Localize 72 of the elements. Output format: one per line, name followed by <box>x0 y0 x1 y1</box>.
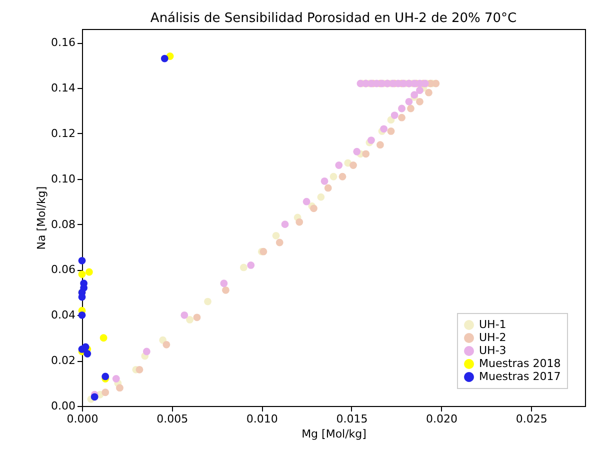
y-tick-label: 0.04 <box>51 308 76 322</box>
point <box>376 141 384 149</box>
point <box>102 388 110 396</box>
point <box>247 261 255 269</box>
y-tick-label: 0.06 <box>51 263 76 276</box>
x-tick-label: 0.010 <box>246 412 278 426</box>
point <box>350 162 357 169</box>
point <box>387 128 395 135</box>
y-tick-label: 0.12 <box>51 126 76 140</box>
point <box>368 136 375 144</box>
y-tick-label: 0.16 <box>51 36 76 50</box>
point <box>302 198 310 206</box>
point <box>204 298 212 306</box>
point <box>320 177 328 185</box>
point <box>222 286 230 294</box>
point <box>398 114 406 122</box>
legend-label: UH-3 <box>479 344 506 357</box>
point <box>380 125 388 133</box>
point <box>317 193 325 201</box>
point <box>405 98 413 106</box>
point <box>240 264 248 272</box>
x-tick-label: 0.020 <box>426 412 458 426</box>
y-tick-label: 0.14 <box>51 82 76 95</box>
point <box>272 232 280 240</box>
point <box>78 270 86 278</box>
x-tick-label: 0.000 <box>66 412 98 426</box>
point <box>425 88 432 96</box>
point <box>112 375 120 382</box>
y-tick-label: 0.02 <box>51 354 76 368</box>
point <box>186 316 194 324</box>
point <box>160 54 168 62</box>
x-tick-label: 0.015 <box>336 412 368 426</box>
point <box>84 350 92 358</box>
x-axis-title: Mg [Mol/kg] <box>302 428 366 440</box>
point <box>276 238 284 246</box>
point <box>353 148 361 156</box>
point <box>362 150 370 158</box>
point <box>78 346 86 353</box>
chart-title: Análisis de Sensibilidad Porosidad en UH-2 de 20% 70°C <box>150 11 517 26</box>
point <box>281 220 289 228</box>
point <box>116 384 124 392</box>
point <box>416 86 424 94</box>
point <box>310 204 318 212</box>
legend-label: Muestras 2017 <box>479 370 561 383</box>
legend-label: Muestras 2018 <box>479 357 561 370</box>
point <box>162 340 170 348</box>
point <box>407 104 414 112</box>
x-tick-label: 0.025 <box>516 412 548 426</box>
point <box>85 268 93 276</box>
point <box>193 314 201 322</box>
point <box>330 172 338 180</box>
point <box>324 184 332 192</box>
point <box>296 218 304 226</box>
point <box>136 366 144 374</box>
y-axis-title: Na [Mol/kg] <box>35 186 48 250</box>
point <box>180 311 188 319</box>
point <box>335 162 343 169</box>
y-tick-label: 0.08 <box>51 218 76 231</box>
legend-label: UH-2 <box>479 331 506 344</box>
point <box>220 280 228 288</box>
legend-label: UH-1 <box>479 318 506 331</box>
point <box>100 334 108 342</box>
y-tick-label: 0.00 <box>51 400 76 412</box>
x-tick-label: 0.005 <box>156 412 188 426</box>
point <box>416 98 424 106</box>
point <box>78 256 86 264</box>
point <box>78 311 86 319</box>
point <box>102 372 110 380</box>
point <box>142 348 150 356</box>
point <box>338 172 346 180</box>
point <box>390 112 398 119</box>
y-tick-label: 0.10 <box>51 172 76 186</box>
